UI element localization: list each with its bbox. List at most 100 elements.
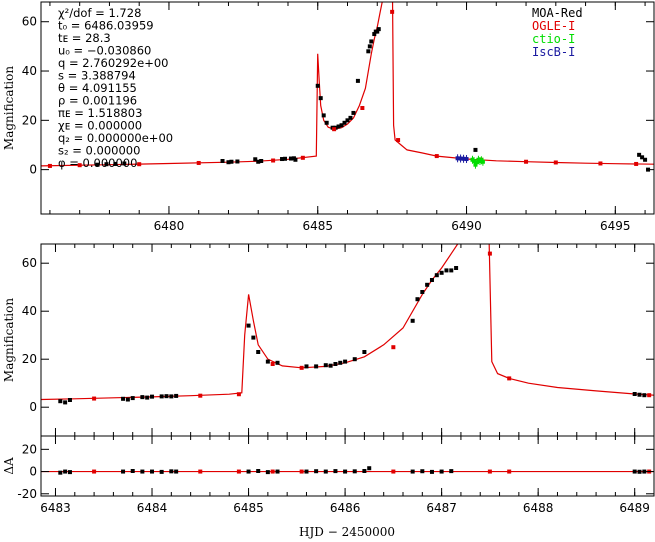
data-point [352, 357, 357, 362]
data-point [145, 395, 150, 400]
data-point [474, 160, 479, 165]
data-point [342, 120, 347, 125]
data-point [362, 350, 367, 354]
data-point [425, 282, 430, 287]
residual-plot-frame [40, 435, 655, 497]
data-point [318, 96, 323, 101]
param-phi: φ = 0.000000 [58, 156, 137, 170]
data-point [174, 393, 179, 398]
y-tick-label: 0 [29, 400, 37, 414]
data-point [259, 159, 264, 163]
data-point [226, 160, 231, 165]
data-point [366, 49, 371, 54]
data-point [256, 350, 261, 354]
data-point [150, 469, 155, 474]
data-point [150, 394, 155, 399]
param-s2: s₂ = 0.000000 [58, 144, 140, 158]
data-point [454, 266, 459, 270]
data-point [333, 469, 338, 474]
data-point [121, 396, 126, 401]
data-point [343, 359, 348, 364]
data-point [642, 393, 647, 398]
data-point [367, 44, 372, 49]
data-point [434, 273, 439, 278]
data-point [473, 162, 478, 167]
data-point [464, 157, 469, 162]
data-point [434, 154, 439, 159]
legend-ogle-i: OGLE-I [532, 19, 575, 33]
xlabel: HJD − 2450000 [299, 525, 395, 539]
y-tick-label: 60 [22, 15, 37, 29]
data-point [265, 359, 270, 364]
data-point [637, 152, 642, 157]
data-point [487, 251, 492, 256]
data-point [270, 469, 275, 474]
data-point [336, 124, 341, 129]
data-point [332, 127, 337, 132]
data-point [314, 364, 319, 369]
y-tick-label: 0 [29, 465, 37, 479]
data-point [637, 392, 642, 397]
data-point [121, 469, 126, 474]
data-point [235, 159, 240, 164]
data-point [360, 106, 365, 110]
data-point [92, 469, 97, 474]
data-point [271, 158, 276, 163]
data-point [125, 397, 130, 402]
data-point [632, 469, 637, 474]
data-point [410, 469, 415, 474]
data-point [390, 9, 395, 14]
data-point [333, 362, 338, 366]
data-point [253, 157, 258, 162]
residual-panel: 6483 6484 6485 6486 6487 6488 6489 -20 0 20 ΔA HJ… [2, 435, 655, 539]
data-point [461, 156, 466, 161]
data-point [634, 161, 639, 166]
data-point [321, 113, 326, 118]
data-point [338, 360, 343, 365]
param-chiE: χᴇ = 0.000000 [58, 119, 142, 133]
data-point [458, 156, 463, 161]
data-point [351, 110, 356, 115]
data-point [270, 362, 275, 366]
residual-data-points [58, 466, 652, 475]
param-q: q = 2.760292e+00 [58, 56, 168, 70]
data-point [169, 469, 174, 474]
data-point [640, 155, 645, 160]
data-point [140, 395, 145, 400]
data-point [275, 469, 280, 474]
data-point [137, 162, 142, 167]
data-point [164, 394, 169, 399]
zoom-plot-frame [40, 243, 655, 437]
data-point [256, 469, 261, 473]
data-point [67, 470, 72, 475]
data-point [473, 147, 478, 152]
data-point [104, 162, 109, 167]
data-point [376, 27, 381, 32]
data-point [220, 159, 225, 163]
data-point [642, 469, 647, 474]
data-point [280, 157, 285, 162]
y-tick-label: 20 [22, 442, 37, 456]
data-point [323, 363, 328, 368]
top-plot-frame [40, 1, 655, 215]
legend: MOA-Red OGLE-I ctio-I IscB-I [532, 6, 583, 59]
data-point [345, 118, 350, 123]
data-point [288, 156, 293, 161]
data-point [300, 155, 305, 160]
x-tick-label: 6490 [451, 219, 482, 233]
data-point [63, 469, 68, 474]
data-point [140, 469, 145, 474]
zoom-panel: 0 20 40 60 Magnification [2, 243, 655, 437]
zoom-axis-ticks: 0 20 40 60 [22, 244, 655, 436]
data-point [362, 469, 367, 473]
data-point [348, 115, 353, 120]
data-point [246, 323, 251, 328]
data-point [236, 469, 241, 474]
top-ylabel: Magnification [2, 66, 16, 150]
data-point [246, 469, 251, 474]
data-point [122, 161, 127, 166]
data-point [130, 396, 135, 401]
legend-moa-red: MOA-Red [532, 6, 583, 20]
x-tick-label: 6487 [426, 501, 457, 515]
